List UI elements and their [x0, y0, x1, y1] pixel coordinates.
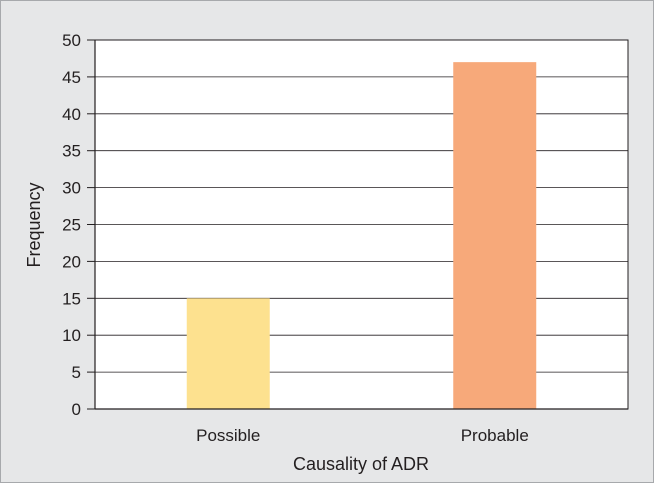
bars: [186, 62, 537, 409]
y-tick-label: 40: [62, 105, 81, 124]
x-tick-label: Possible: [196, 426, 260, 445]
y-tick-label: 30: [62, 179, 81, 198]
y-tick-label: 10: [62, 326, 81, 345]
y-tick-label: 20: [62, 252, 81, 271]
y-tick-label: 0: [72, 400, 81, 419]
y-axis-title: Frequency: [24, 182, 44, 267]
y-tick-label: 25: [62, 216, 81, 235]
x-axis-ticks: Possible Probable: [196, 426, 529, 445]
y-tick-label: 45: [62, 68, 81, 87]
y-tick-label: 5: [72, 363, 81, 382]
y-axis-ticks: 0 5 10 15 20 25 30 35 40 45 50: [62, 31, 95, 419]
x-tick-label: Probable: [461, 426, 529, 445]
y-tick-label: 50: [62, 31, 81, 50]
y-tick-label: 15: [62, 289, 81, 308]
bar: [186, 298, 270, 409]
gridlines: [95, 39, 628, 373]
x-axis-title: Causality of ADR: [293, 454, 429, 474]
y-tick-label: 35: [62, 142, 81, 161]
bar: [453, 62, 537, 409]
